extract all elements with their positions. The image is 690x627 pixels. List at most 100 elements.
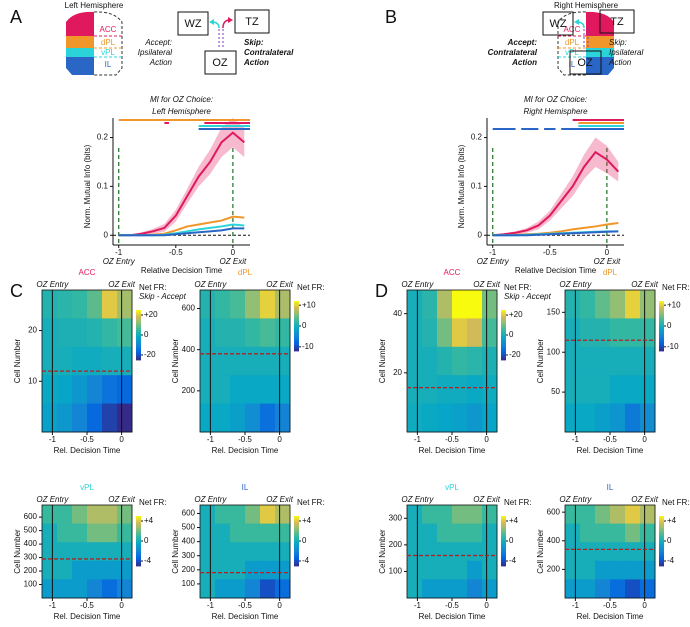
heat-cell <box>275 403 291 433</box>
panel-letter: B <box>385 7 397 27</box>
colorbar-step <box>136 546 141 549</box>
error-band <box>492 137 619 236</box>
colorbar-step <box>136 534 141 537</box>
colorbar-step <box>294 339 299 342</box>
heat-cell <box>422 542 438 562</box>
colorbar-step <box>136 544 141 547</box>
heat-cell <box>275 579 291 599</box>
region-il <box>586 57 614 75</box>
x-tick-label: 0 <box>277 601 282 610</box>
y-tick-label: 600 <box>182 509 196 518</box>
colorbar-step <box>659 343 664 346</box>
colorbar-step <box>501 540 506 543</box>
colorbar-title: Net FR: <box>139 283 167 292</box>
heat-cell <box>640 346 656 376</box>
colorbar-tick-label: -4 <box>144 556 152 565</box>
y-tick-label: 100 <box>389 567 403 576</box>
heat-cell <box>422 375 438 405</box>
region-dpl <box>66 36 94 48</box>
colorbar-step <box>136 542 141 545</box>
box <box>234 9 270 34</box>
heat-cell <box>610 346 626 376</box>
colorbar-step <box>501 322 506 325</box>
colorbar-step <box>294 526 299 529</box>
heat-cell <box>452 542 468 562</box>
region-label: IL <box>105 60 112 69</box>
chart-title: IL <box>607 483 614 492</box>
x-tick-label: -1 <box>49 601 57 610</box>
heat-cell <box>260 579 276 599</box>
heat-cell <box>215 505 231 525</box>
colorbar-step <box>659 333 664 336</box>
event-label: OZ Exit <box>631 280 658 289</box>
colorbar-step <box>136 326 141 329</box>
colorbar-step <box>136 516 141 519</box>
colorbar-step <box>501 328 506 331</box>
event-label: OZ Exit <box>220 257 247 266</box>
heat-cell <box>57 560 73 580</box>
heat-cell <box>117 579 133 599</box>
x-axis-label: Rel. Decision Time <box>419 446 486 455</box>
y-tick-label: 200 <box>182 565 196 574</box>
colorbar-step <box>501 544 506 547</box>
x-tick-label: 0 <box>484 435 489 444</box>
colorbar-step <box>136 334 141 337</box>
colorbar-tick-label: +4 <box>509 516 519 525</box>
heat-cell <box>102 318 118 348</box>
x-tick-label: -0.5 <box>238 601 252 610</box>
heat-cell <box>565 375 581 405</box>
region-label: ACC <box>564 25 581 34</box>
heat-cell <box>565 505 581 525</box>
heat-cell <box>452 290 468 319</box>
heat-cell <box>200 375 216 405</box>
box <box>569 50 602 75</box>
heat-cell <box>422 346 438 376</box>
colorbar-step <box>294 301 299 304</box>
colorbar-tick-label: -10 <box>302 342 314 351</box>
heat-cell <box>215 542 231 562</box>
region-vpl <box>66 48 94 57</box>
colorbar-step <box>501 352 506 355</box>
y-tick-label: 0.2 <box>97 133 109 142</box>
colorbar-step <box>136 536 141 539</box>
heat-cell <box>580 560 596 580</box>
heat-cell <box>87 375 103 405</box>
event-label: OZ Entry <box>194 495 227 504</box>
chart-title: Left Hemisphere <box>152 107 211 116</box>
heat-cell <box>640 318 656 348</box>
colorbar-step <box>501 344 506 347</box>
colorbar-step <box>136 352 141 355</box>
heat-cell <box>437 560 453 580</box>
y-tick-label: 300 <box>24 553 38 562</box>
heat-cell <box>625 318 641 348</box>
colorbar-title: Net FR: <box>504 498 532 507</box>
colorbar-step <box>136 310 141 313</box>
colorbar-step <box>501 556 506 559</box>
event-label: OZ Entry <box>559 495 592 504</box>
heat-cell <box>117 523 133 543</box>
heat-cell <box>87 403 103 433</box>
heat-cell <box>87 346 103 376</box>
colorbar-step <box>294 317 299 320</box>
accept-text: Action <box>149 58 173 67</box>
heat-cell <box>580 542 596 562</box>
heat-cell <box>452 579 468 599</box>
skip-text: Action <box>243 58 269 67</box>
heat-cell <box>422 560 438 580</box>
colorbar-step <box>501 332 506 335</box>
heat-cell <box>610 560 626 580</box>
heat-cell <box>422 290 438 319</box>
y-axis-label: Norm. Mutual Info (bits) <box>83 144 92 228</box>
colorbar-step <box>659 526 664 529</box>
box-label: WZ <box>184 18 201 30</box>
skip-text: Skip: <box>609 38 627 47</box>
colorbar-step <box>501 346 506 349</box>
heat-cell <box>407 560 423 580</box>
colorbar-tick-label: +10 <box>667 300 681 309</box>
heat-cell <box>565 560 581 580</box>
skip-text: Ipsilateral <box>609 48 643 57</box>
colorbar-step <box>294 548 299 551</box>
heat-cell <box>407 523 423 543</box>
heat-cell <box>580 403 596 433</box>
region-label: dPL <box>565 38 580 47</box>
